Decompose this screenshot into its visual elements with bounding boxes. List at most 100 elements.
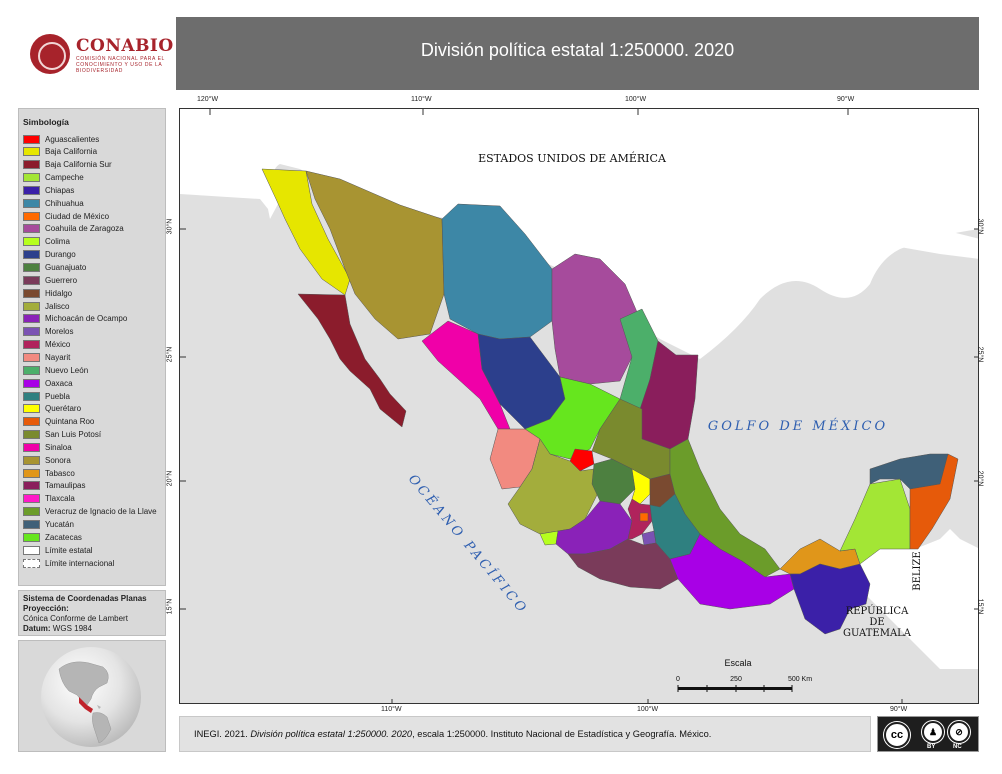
legend-item: Ciudad de México xyxy=(23,210,109,222)
legend-item: Sonora xyxy=(23,454,71,466)
legend-item: Chiapas xyxy=(23,184,74,196)
legend-label: Tamaulipas xyxy=(45,481,86,491)
legend-label: Querétaro xyxy=(45,404,82,414)
legend-swatch xyxy=(23,365,40,375)
legend-label: México xyxy=(45,340,71,350)
bottom-tick-90: 90°W xyxy=(890,706,908,713)
legend-swatch xyxy=(23,507,40,517)
legend-item: Morelos xyxy=(23,326,73,338)
legend-label: Baja California xyxy=(45,147,98,157)
legend-item: Veracruz de Ignacio de la Llave xyxy=(23,506,157,518)
legend-label: Colima xyxy=(45,237,70,247)
label-gulf: GOLFO DE MÉXICO xyxy=(708,418,888,434)
locator-globe xyxy=(18,640,166,752)
state-quintana-roo xyxy=(909,453,959,550)
cc-license-badge[interactable]: cc ♟ ⊘ BY NC xyxy=(877,716,979,752)
legend-item: Baja California xyxy=(23,146,97,158)
legend-swatch xyxy=(23,352,40,362)
top-tick-90: 90°W xyxy=(837,96,855,103)
legend-swatch xyxy=(23,494,40,504)
state-morelos xyxy=(641,530,657,546)
legend-item: Colima xyxy=(23,236,70,248)
scale-tick-500: 500 Km xyxy=(788,676,812,683)
legend-item: Tamaulipas xyxy=(23,480,85,492)
legend-label: Oaxaca xyxy=(45,378,73,388)
legend-item: Chihuahua xyxy=(23,197,84,209)
legend-swatch xyxy=(23,263,40,272)
cuba-landmass xyxy=(870,224,978,259)
bottom-tick-100: 100°W xyxy=(637,706,659,713)
top-tick-100: 100°W xyxy=(625,96,647,103)
scale-title: Escala xyxy=(724,658,751,668)
globe-icon xyxy=(41,647,141,747)
legend-swatch xyxy=(23,288,40,298)
legend-item: San Luis Potosí xyxy=(23,429,101,441)
legend-label: Ciudad de México xyxy=(45,211,110,221)
scale-bar: Escala 0 250 500 Km xyxy=(676,658,812,692)
by-label: BY xyxy=(927,744,936,750)
central-america-landmass xyxy=(850,529,978,669)
logo-name: CONABIO xyxy=(76,36,174,56)
left-tick-25: 25°N xyxy=(166,346,174,363)
legend-label: Hidalgo xyxy=(45,288,73,298)
legend-label: Chiapas xyxy=(45,185,75,195)
legend-swatch xyxy=(23,545,40,555)
legend-item: Guanajuato xyxy=(23,262,86,274)
legend-item: Nuevo León xyxy=(23,364,88,376)
left-tick-30: 30°N xyxy=(166,218,174,235)
legend-item: Nayarit xyxy=(23,351,70,363)
legend-label: Límite internacional xyxy=(45,558,115,568)
state-zacatecas xyxy=(524,376,621,460)
crs-projection: Cónica Conforme de Lambert xyxy=(23,614,128,623)
legend-item: Tlaxcala xyxy=(23,493,75,505)
legend-swatch xyxy=(23,532,40,542)
legend-swatch xyxy=(23,160,40,170)
legend-swatch xyxy=(23,275,40,285)
legend-swatch xyxy=(23,147,40,157)
top-tick-120: 120°W xyxy=(197,96,219,103)
legend-label: Jalisco xyxy=(45,301,70,311)
scale-tick-250: 250 xyxy=(730,676,742,683)
scale-tick-0: 0 xyxy=(676,676,680,683)
legend-title: Simbología xyxy=(23,117,69,127)
legend-label: Tlaxcala xyxy=(45,494,75,504)
legend-swatch xyxy=(23,224,40,234)
map-title: División política estatal 1:250000. 2020 xyxy=(420,40,735,60)
nc-dollar-icon: ⊘ xyxy=(948,721,970,743)
state-aguascalientes xyxy=(569,448,595,472)
legend-swatch xyxy=(23,340,40,350)
legend-item: Oaxaca xyxy=(23,377,73,389)
legend-item: Durango xyxy=(23,249,76,261)
legend-label: Michoacán de Ocampo xyxy=(45,314,128,324)
legend-swatch xyxy=(23,404,40,414)
legend-item: Querétaro xyxy=(23,403,81,415)
state-sonora xyxy=(305,170,445,340)
by-person-icon: ♟ xyxy=(922,721,944,743)
crs-datum: WGS 1984 xyxy=(52,624,92,633)
crs-projection-label: Proyección: xyxy=(23,604,69,613)
legend-swatch xyxy=(23,134,40,144)
usa-landmass xyxy=(180,109,978,359)
citation-title: División política estatal 1:250000. 2020 xyxy=(250,729,413,739)
legend-item: Michoacán de Ocampo xyxy=(23,313,127,325)
legend-swatch xyxy=(23,198,40,208)
legend-swatch xyxy=(23,378,40,388)
legend-label: Zacatecas xyxy=(45,532,82,542)
legend-label: Baja California Sur xyxy=(45,160,112,170)
left-tick-20: 20°N xyxy=(166,470,174,487)
map-canvas: ESTADOS UNIDOS DE AMÉRICA GOLFO DE MÉXIC… xyxy=(180,109,978,703)
projection-info: Sistema de Coordenadas Planas Proyección… xyxy=(18,590,166,636)
legend-item: Aguascalientes xyxy=(23,133,99,145)
legend-item: México xyxy=(23,339,70,351)
legend-swatch xyxy=(23,237,40,247)
legend-label: Tabasco xyxy=(45,468,75,478)
legend-label: Durango xyxy=(45,250,76,260)
legend-label: Guanajuato xyxy=(45,263,87,272)
legend-swatch xyxy=(23,430,40,440)
legend-swatch xyxy=(23,314,40,324)
legend-swatch xyxy=(23,455,40,465)
legend-label: Aguascalientes xyxy=(45,134,100,144)
label-guatemala-3: GUATEMALA xyxy=(843,628,912,639)
conabio-logo: CONABIO COMISIÓN NACIONAL PARA EL CONOCI… xyxy=(18,18,173,88)
legend-item: Puebla xyxy=(23,390,70,402)
